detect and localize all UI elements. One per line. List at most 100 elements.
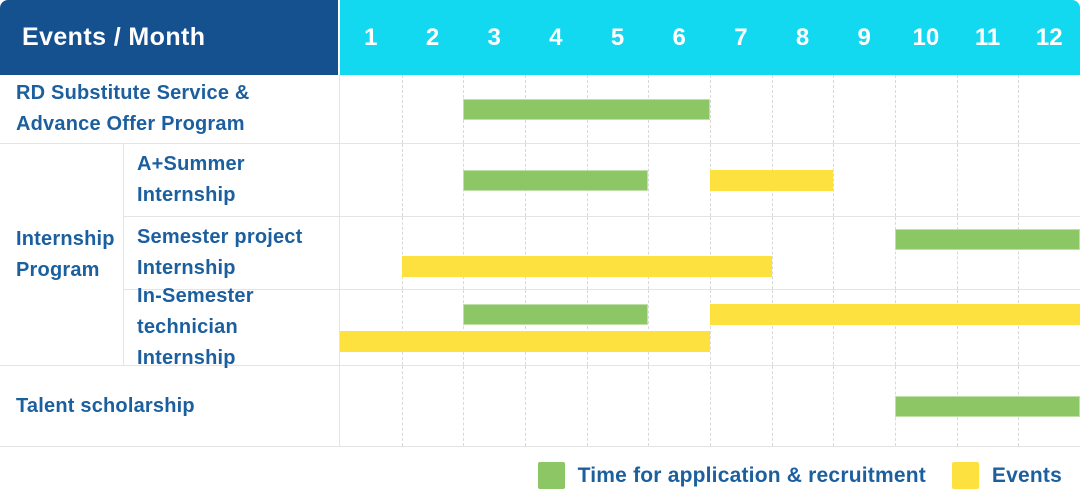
- month-gridline: [401, 366, 403, 446]
- month-gridline: [1018, 144, 1020, 216]
- table-section: RD Substitute Service & Advance Offer Pro…: [0, 75, 1080, 144]
- gantt-chart-cell: [340, 217, 1080, 289]
- month-gridline: [586, 290, 588, 365]
- month-gridline: [648, 144, 650, 216]
- month-header-row: 1 2 3 4 5 6 7 8 9 10 11 12: [340, 0, 1080, 75]
- month-label: 1: [364, 23, 378, 51]
- gantt-bar-yellow: [710, 169, 834, 191]
- bar-track: [340, 395, 1080, 417]
- row-sublabel: In-Semester technician Internship: [124, 285, 340, 369]
- row-group-label-line: Internship: [16, 227, 115, 250]
- table-header: Events / Month 1 2 3 4 5 6 7 8 9 10 11 12: [0, 0, 1080, 75]
- bar-tracks: [340, 144, 1080, 216]
- month-gridline: [771, 217, 773, 289]
- month-label: 10: [912, 23, 940, 51]
- month-gridline: [771, 75, 773, 143]
- row-sublabel: A+Summer Internship: [124, 144, 340, 216]
- month-gridline: [956, 217, 958, 289]
- legend-item: Events: [951, 462, 1062, 489]
- row-sublabel: Semester project Internship: [124, 217, 340, 289]
- bar-tracks: [340, 366, 1080, 446]
- schedule-table: Events / Month 1 2 3 4 5 6 7 8 9 10 11 12 RD Substi…: [0, 0, 1080, 447]
- month-gridline: [956, 75, 958, 143]
- table-row: Semester project Internship: [124, 217, 1080, 290]
- month-gridline: [463, 217, 465, 289]
- events-month-header-cell: Events / Month: [0, 0, 340, 75]
- gantt-chart-cell: [340, 366, 1080, 446]
- month-gridline: [895, 290, 896, 365]
- row-group-label: Talent scholarship: [0, 366, 340, 446]
- month-gridline: [710, 366, 711, 446]
- bar-tracks: [340, 217, 1080, 289]
- gantt-bar-yellow: [710, 303, 1080, 325]
- bar-track: [340, 330, 1080, 352]
- gantt-bar-green: [463, 303, 649, 325]
- month-gridline: [833, 366, 835, 446]
- row-group-label-line: RD Substitute Service &: [16, 82, 250, 104]
- gantt-bar-green: [463, 98, 710, 120]
- yellow-swatch: [951, 462, 979, 489]
- bar-tracks: [340, 75, 1080, 143]
- month-label: 8: [795, 23, 810, 51]
- row-sublabel-line: A+Summer: [137, 153, 245, 175]
- gantt-bar-yellow: [401, 256, 772, 277]
- month-gridline: [833, 144, 835, 216]
- month-label: 2: [425, 23, 440, 51]
- gantt-chart-cell: [340, 75, 1080, 143]
- month-label: 3: [487, 23, 501, 51]
- row-sublabel-line: Internship: [137, 257, 236, 279]
- month-label: 7: [734, 23, 748, 51]
- month-gridline: [463, 366, 465, 446]
- month-gridline: [956, 290, 958, 365]
- table-row: [340, 75, 1080, 143]
- month-gridline: [401, 144, 403, 216]
- month-gridline: [648, 366, 650, 446]
- bar-track: [340, 303, 1080, 325]
- month-gridline: [1018, 290, 1020, 365]
- month-gridline: [710, 217, 711, 289]
- table-row: A+Summer Internship: [124, 144, 1080, 217]
- month-gridline: [833, 290, 835, 365]
- green-swatch: [537, 462, 565, 489]
- table-body: RD Substitute Service & Advance Offer Pro…: [0, 75, 1080, 447]
- legend: Time for application & recruitment Events: [0, 462, 1080, 489]
- row-group-label-line: Advance Offer Program: [16, 113, 245, 135]
- row-sublabel-line: In-Semester: [137, 285, 254, 307]
- month-gridline: [401, 290, 403, 365]
- month-gridline: [771, 366, 773, 446]
- row-sublabel-line: Semester project: [137, 226, 303, 248]
- table-section: Internship Program A+Summer Internship Semes…: [0, 144, 1080, 369]
- bar-tracks: [340, 290, 1080, 365]
- month-gridline: [1018, 217, 1020, 289]
- gantt-bar-green: [895, 229, 1080, 250]
- month-label: 5: [610, 23, 625, 51]
- bar-track: [340, 169, 1080, 191]
- month-gridline: [833, 75, 835, 143]
- legend-item: Time for application & recruitment: [537, 462, 926, 489]
- gantt-chart-cell: [340, 144, 1080, 216]
- month-gridline: [586, 217, 588, 289]
- gantt-bar-yellow: [340, 330, 710, 352]
- table-row: [340, 366, 1080, 446]
- legend-label: Time for application & recruitment: [577, 463, 926, 487]
- month-gridline: [648, 217, 650, 289]
- month-gridline: [710, 290, 711, 365]
- month-gridline: [833, 217, 835, 289]
- month-gridline: [1018, 75, 1020, 143]
- section-rows: A+Summer Internship Semester project Intern…: [124, 144, 1080, 369]
- row-group-label: RD Substitute Service & Advance Offer Pro…: [0, 75, 340, 143]
- gantt-chart-cell: [340, 290, 1080, 365]
- legend-label: Events: [991, 463, 1062, 487]
- month-gridline: [525, 366, 526, 446]
- row-group-label: Internship Program: [0, 144, 124, 365]
- section-rows: [340, 75, 1080, 143]
- gantt-bar-green: [463, 169, 649, 191]
- month-gridline: [525, 290, 526, 365]
- month-gridline: [956, 144, 958, 216]
- month-gridline: [401, 75, 403, 143]
- section-rows: [340, 366, 1080, 446]
- gantt-bar-green: [895, 395, 1080, 417]
- month-gridline: [895, 217, 896, 289]
- bar-track: [340, 98, 1080, 120]
